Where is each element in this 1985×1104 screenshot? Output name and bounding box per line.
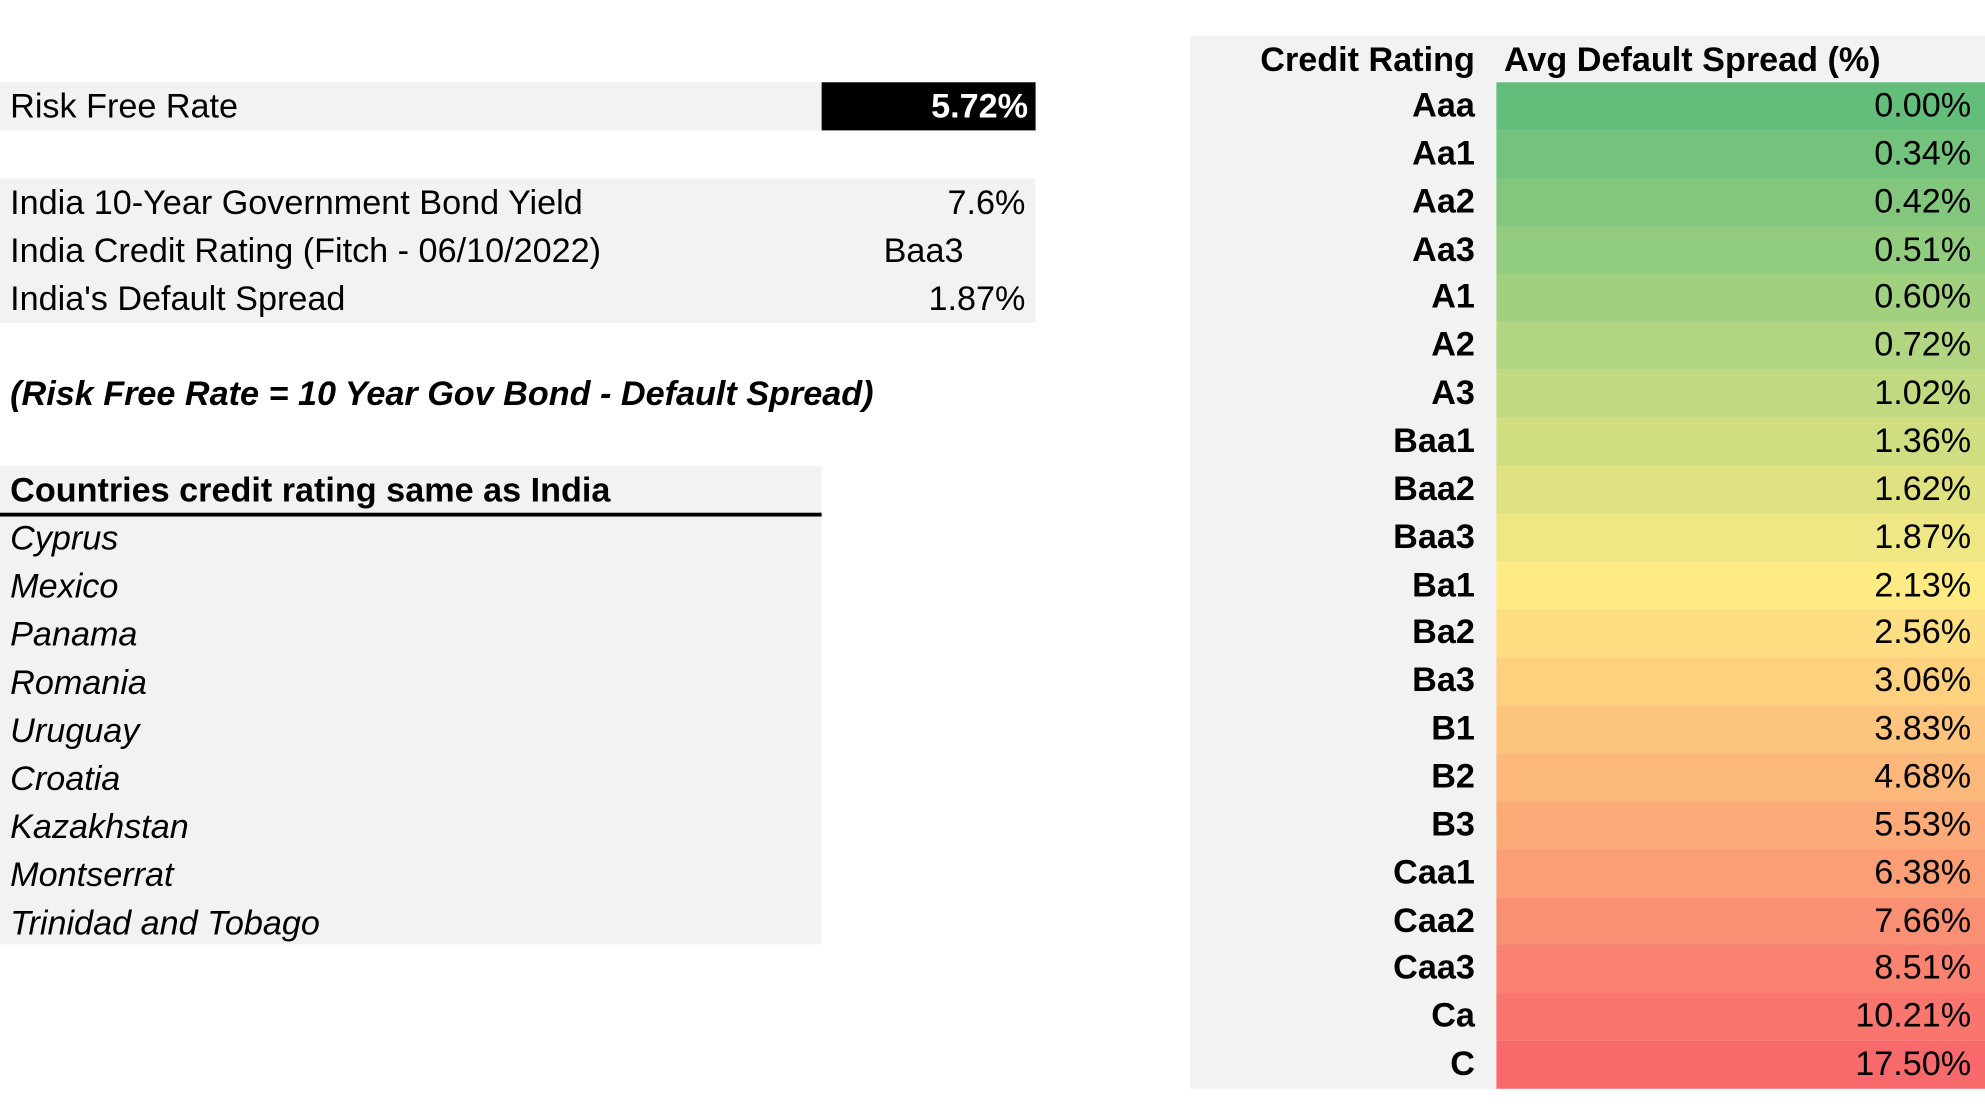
spread-cell: 8.51% <box>1496 944 1985 993</box>
india-label: India Credit Rating (Fitch - 06/10/2022) <box>10 231 602 270</box>
rating: Aa2 <box>1412 181 1475 220</box>
rating: Aa1 <box>1412 133 1475 172</box>
spread-cell: 5.53% <box>1496 801 1985 850</box>
india-value: 1.87% <box>928 279 1026 318</box>
country: Kazakhstan <box>10 807 189 846</box>
risk-free-value: 5.72% <box>821 82 1036 131</box>
rating: Aa3 <box>1412 229 1475 268</box>
country: Trinidad and Tobago <box>10 903 320 942</box>
country: Croatia <box>10 759 121 798</box>
spread-cell: 7.66% <box>1496 897 1985 945</box>
spread-cell: 0.42% <box>1496 178 1985 227</box>
rating: Baa1 <box>1393 421 1475 460</box>
india-value: 7.6% <box>947 183 1026 222</box>
spread-cell: 17.50% <box>1496 1040 1985 1089</box>
spread-cell: 2.56% <box>1496 609 1985 658</box>
spread-cell: 0.51% <box>1496 226 1985 274</box>
spread-cell: 3.83% <box>1496 705 1985 754</box>
spread-cell: 4.68% <box>1496 753 1985 802</box>
countries-header: Countries credit rating same as India <box>0 466 822 517</box>
rating-header: Credit Rating <box>1260 40 1475 79</box>
india-bg <box>0 178 1036 323</box>
rating: Ba2 <box>1412 613 1475 652</box>
rating: Caa1 <box>1393 852 1475 891</box>
country: Uruguay <box>10 711 140 750</box>
rating: C <box>1450 1044 1475 1083</box>
spread-cell: 2.13% <box>1496 561 1985 610</box>
rating: A1 <box>1431 277 1475 316</box>
rating: Ba1 <box>1412 565 1475 604</box>
rating: Caa2 <box>1393 900 1475 939</box>
country: Panama <box>10 615 138 654</box>
rating: B3 <box>1431 804 1475 843</box>
spread-cell: 0.60% <box>1496 273 1985 322</box>
countries-bg <box>0 465 822 945</box>
rating: Ba3 <box>1412 661 1475 700</box>
rating: B1 <box>1431 709 1475 748</box>
country: Montserrat <box>10 855 174 894</box>
rating: A3 <box>1431 373 1475 412</box>
spread-cell: 3.06% <box>1496 657 1985 706</box>
country: Cyprus <box>10 519 119 558</box>
country: Mexico <box>10 567 119 606</box>
risk-free-label: Risk Free Rate <box>10 87 239 126</box>
spread-cell: 1.02% <box>1496 369 1985 418</box>
india-label: India 10-Year Government Bond Yield <box>10 183 583 222</box>
india-label: India's Default Spread <box>10 279 346 318</box>
rating: Aaa <box>1412 86 1475 125</box>
india-value: Baa3 <box>883 231 964 270</box>
spread-cell: 10.21% <box>1496 992 1985 1041</box>
spread-cell: 6.38% <box>1496 849 1985 898</box>
rating: Baa2 <box>1393 469 1475 508</box>
rating: Ca <box>1431 996 1475 1035</box>
rating: Baa3 <box>1393 517 1475 556</box>
rating: Caa3 <box>1393 948 1475 987</box>
spread-cell: 1.36% <box>1496 417 1985 466</box>
rating: A2 <box>1431 325 1475 364</box>
spread-cell: 1.62% <box>1496 465 1985 514</box>
spread-cell: 0.72% <box>1496 321 1985 370</box>
formula: (Risk Free Rate = 10 Year Gov Bond - Def… <box>10 374 874 413</box>
rating: B2 <box>1431 757 1475 796</box>
country: Romania <box>10 663 147 702</box>
spread-cell: 0.34% <box>1496 130 1985 179</box>
spread-cell: 0.00% <box>1496 82 1985 131</box>
spread-cell: 1.87% <box>1496 513 1985 562</box>
spread-header: Avg Default Spread (%) <box>1504 40 1881 79</box>
